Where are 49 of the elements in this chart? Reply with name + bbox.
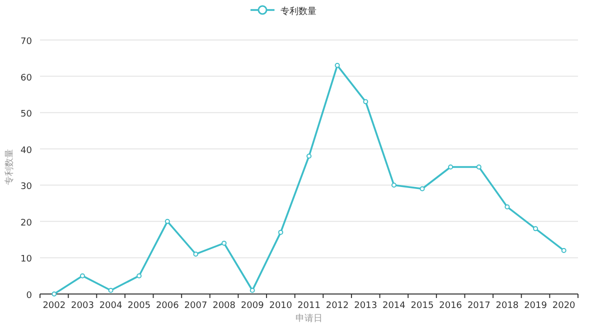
point — [504, 204, 510, 210]
point — [334, 62, 340, 68]
y-tick-label: 30 — [20, 182, 32, 192]
y-tick-label: 0 — [26, 291, 32, 301]
point — [136, 273, 142, 278]
x-tick-label: 2008 — [212, 301, 236, 311]
y-tick-label: 10 — [20, 254, 32, 265]
point — [52, 292, 57, 296]
x-tick-label: 2020 — [552, 301, 576, 311]
point — [420, 186, 425, 192]
point — [561, 248, 566, 253]
x-tick-label: 2007 — [184, 301, 208, 311]
x-tick-label: 2005 — [128, 301, 151, 311]
x-tick-label: 2011 — [298, 301, 320, 311]
y-tick-label: 50 — [20, 110, 32, 120]
point — [278, 230, 284, 235]
point — [391, 182, 396, 188]
x-tick-label: 2013 — [354, 301, 378, 311]
point — [448, 164, 454, 170]
point — [476, 164, 482, 170]
x-tick-label: 2015 — [410, 301, 434, 311]
y-tick-label: 60 — [20, 73, 32, 84]
point — [80, 273, 85, 278]
y-tick-label: 40 — [20, 146, 32, 156]
x-tick-label: 2019 — [524, 301, 548, 311]
x-tick-label: 2004 — [99, 301, 123, 311]
point — [164, 218, 170, 224]
point — [193, 252, 198, 257]
x-tick-label: 2006 — [156, 301, 180, 311]
point — [250, 288, 255, 293]
legend-label: 专利数量 — [280, 6, 316, 17]
point — [222, 240, 227, 246]
x-axis-title: 申请日 — [296, 313, 322, 324]
x-tick-label: 2014 — [382, 301, 406, 311]
point — [306, 154, 312, 159]
x-tick-label: 2010 — [269, 301, 292, 311]
point — [108, 288, 114, 293]
point — [363, 99, 368, 104]
point — [533, 226, 538, 232]
x-tick-label: 2009 — [240, 301, 264, 311]
x-tick-label: 2018 — [496, 301, 519, 311]
y-axis-title: 专利数量 — [4, 149, 15, 185]
x-tick-label: 2017 — [467, 301, 490, 311]
x-tick-label: 2003 — [71, 301, 94, 311]
x-tick-label: 2002 — [42, 301, 66, 311]
x-tick-label: 2012 — [326, 301, 349, 311]
y-tick-label: 20 — [20, 218, 32, 228]
x-tick-label: 2016 — [439, 301, 462, 311]
y-tick-label: 70 — [20, 37, 32, 47]
